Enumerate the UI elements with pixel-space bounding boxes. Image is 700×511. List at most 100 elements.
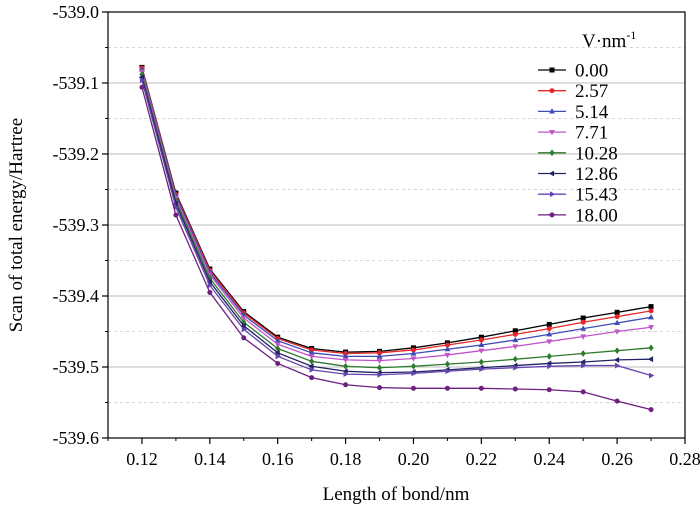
data-point — [479, 366, 485, 373]
data-point — [445, 368, 451, 375]
data-point — [241, 326, 248, 333]
data-point — [580, 389, 586, 395]
data-point — [580, 350, 586, 357]
data-point — [613, 356, 620, 363]
data-point — [549, 212, 555, 218]
legend-item: 15.43 — [538, 185, 618, 206]
data-point — [547, 363, 553, 370]
series-line — [141, 79, 652, 377]
data-point — [410, 356, 417, 362]
axis-ticks: -539.6 -539.5 -539.4 -539.3 -539.2 -539.1 -539… — [53, 2, 700, 469]
x-tick-label: 0.12 — [126, 449, 158, 469]
legend: V·nm-1 0.002.575.147.7110.2812.8615.4318… — [538, 28, 636, 226]
data-point — [549, 191, 556, 198]
y-tick-label: -539.2 — [53, 144, 100, 164]
data-point — [549, 67, 555, 73]
data-point — [647, 356, 654, 363]
x-tick-label: 0.18 — [330, 449, 362, 469]
legend-label: 0.00 — [575, 61, 608, 82]
data-point — [549, 108, 555, 114]
data-point — [513, 364, 519, 371]
data-point — [274, 342, 281, 348]
y-tick-label: -539.3 — [53, 215, 100, 235]
data-point — [546, 352, 552, 360]
legend-title: V·nm-1 — [582, 28, 636, 52]
data-point — [376, 353, 383, 359]
data-point — [614, 309, 620, 315]
data-point — [648, 308, 654, 314]
series-line — [141, 77, 652, 374]
data-point — [309, 357, 315, 365]
data-point — [478, 358, 484, 366]
data-point — [139, 77, 146, 84]
data-point — [377, 371, 383, 378]
data-point — [648, 314, 654, 320]
data-point — [512, 331, 518, 337]
data-point — [376, 358, 383, 364]
data-point — [343, 362, 349, 370]
series-line — [141, 87, 652, 411]
data-point — [309, 375, 315, 381]
x-tick-label: 0.20 — [398, 449, 430, 469]
y-tick-label: -539.5 — [53, 357, 100, 377]
data-point — [549, 130, 555, 136]
series-7.71 — [139, 69, 654, 364]
legend-label: 7.71 — [575, 123, 608, 144]
data-point — [615, 362, 621, 369]
data-point — [478, 337, 484, 343]
data-point — [207, 282, 214, 289]
data-point — [614, 398, 620, 404]
data-point — [308, 354, 315, 360]
legend-item: 18.00 — [538, 205, 618, 226]
series-10.28 — [139, 71, 654, 372]
data-point — [274, 349, 280, 356]
series-15.43 — [139, 77, 655, 379]
data-point — [410, 362, 417, 370]
data-point — [444, 352, 451, 359]
x-tick-label: 0.28 — [669, 449, 700, 469]
legend-label: 5.14 — [575, 102, 609, 123]
data-point — [614, 314, 620, 320]
legend-item: 2.57 — [538, 81, 608, 102]
series-line — [141, 69, 652, 357]
data-point — [207, 289, 213, 295]
data-point — [580, 319, 586, 325]
data-point — [548, 170, 555, 177]
x-tick-label: 0.16 — [262, 449, 294, 469]
data-point — [648, 372, 655, 379]
data-point — [241, 335, 247, 341]
series-line — [141, 74, 652, 369]
grid — [108, 47, 685, 403]
y-tick-label: -539.6 — [53, 428, 100, 448]
data-point — [343, 371, 349, 378]
data-point — [512, 386, 518, 392]
data-point — [240, 315, 247, 322]
data-point — [648, 407, 654, 413]
data-point — [512, 355, 518, 363]
data-point — [614, 329, 621, 335]
data-point — [648, 344, 654, 352]
data-point — [478, 385, 484, 391]
data-point — [410, 385, 416, 391]
data-point — [173, 212, 179, 218]
legend-label: 18.00 — [575, 205, 618, 226]
legend-label: 15.43 — [575, 185, 618, 206]
data-point — [343, 382, 349, 388]
data-point — [580, 315, 586, 321]
data-point — [648, 304, 654, 310]
data-point — [240, 322, 246, 329]
legend-title-base: V·nm — [582, 31, 627, 52]
data-point — [512, 336, 519, 343]
legend-item: 0.00 — [538, 61, 608, 82]
data-point — [580, 325, 587, 331]
legend-item: 7.71 — [538, 123, 608, 144]
series-18.00 — [139, 84, 654, 413]
data-point — [579, 359, 586, 365]
data-point — [478, 348, 485, 354]
legend-item: 10.28 — [538, 143, 618, 164]
data-point — [411, 370, 417, 377]
y-tick-label: -539.1 — [53, 73, 100, 93]
legend-item: 5.14 — [538, 102, 609, 123]
y-tick-label: -539.4 — [53, 286, 100, 306]
